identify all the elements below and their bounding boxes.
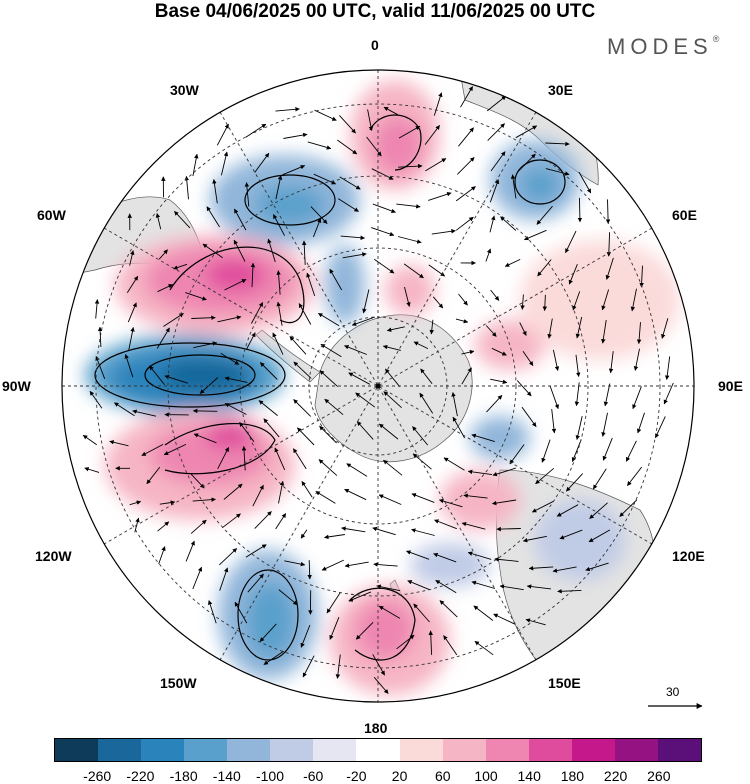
colorbar-swatch (443, 739, 486, 761)
label-lon-90e: 90E (718, 378, 743, 394)
colorbar-swatch (615, 739, 658, 761)
label-lon-150w: 150W (160, 675, 197, 691)
colorbar-swatch (313, 739, 356, 761)
anomaly-low-southern-ocean (410, 543, 490, 587)
colorbar-tick-label: -180 (170, 768, 198, 784)
colorbar-tick-label: -60 (303, 768, 323, 784)
colorbar-tick-label: 140 (518, 768, 541, 784)
colorbar-swatch (98, 739, 141, 761)
label-lon-120w: 120W (35, 548, 72, 564)
colorbar (54, 738, 702, 762)
colorbar-tick-label: -260 (83, 768, 111, 784)
label-lon-150e: 150E (548, 675, 581, 691)
label-lon-0: 0 (371, 37, 379, 53)
colorbar-tick-label: -20 (346, 768, 366, 784)
south-pole-marker (376, 384, 381, 389)
label-lon-30e: 30E (548, 82, 573, 98)
label-lon-180: 180 (364, 720, 387, 736)
colorbar-swatch (529, 739, 572, 761)
label-lon-30w: 30W (170, 82, 199, 98)
colorbar-swatch (356, 739, 399, 761)
label-lon-90w: 90W (2, 378, 31, 394)
colorbar-swatch (400, 739, 443, 761)
anomaly-low-east-antarctica (470, 416, 530, 460)
label-lon-60e: 60E (672, 207, 697, 223)
colorbar-tick-label: 20 (392, 768, 408, 784)
colorbar-tick-label: -100 (256, 768, 284, 784)
colorbar-tick-label: 100 (474, 768, 497, 784)
colorbar-tick-label: -220 (126, 768, 154, 784)
colorbar-swatch (55, 739, 98, 761)
anomaly-low-tasman (535, 500, 625, 580)
colorbar-swatch (486, 739, 529, 761)
label-lon-120e: 120E (672, 548, 705, 564)
wind-arrow (193, 411, 217, 412)
colorbar-swatch (270, 739, 313, 761)
colorbar-swatch (227, 739, 270, 761)
anomaly-low-indian-core (520, 167, 560, 203)
colorbar-tick-label: 60 (435, 768, 451, 784)
colorbar-tick-label: 220 (604, 768, 627, 784)
anomaly-high-southern-ocean (440, 470, 520, 530)
reference-wind-label: 30 (666, 684, 679, 700)
wind-arrow (579, 198, 580, 222)
wind-arrow (309, 560, 310, 579)
colorbar-swatch (572, 739, 615, 761)
colorbar-swatch (141, 739, 184, 761)
anomaly-low-pacific-core (160, 357, 250, 393)
label-lon-60w: 60W (37, 207, 66, 223)
colorbar-swatch (184, 739, 227, 761)
anomaly-high-south-america-core (205, 259, 265, 291)
anomaly-high-ross-core (355, 600, 415, 660)
colorbar-tick-label: 260 (647, 768, 670, 784)
colorbar-swatch (658, 739, 701, 761)
colorbar-tick-label: 180 (561, 768, 584, 784)
colorbar-tick-label: -140 (213, 768, 241, 784)
